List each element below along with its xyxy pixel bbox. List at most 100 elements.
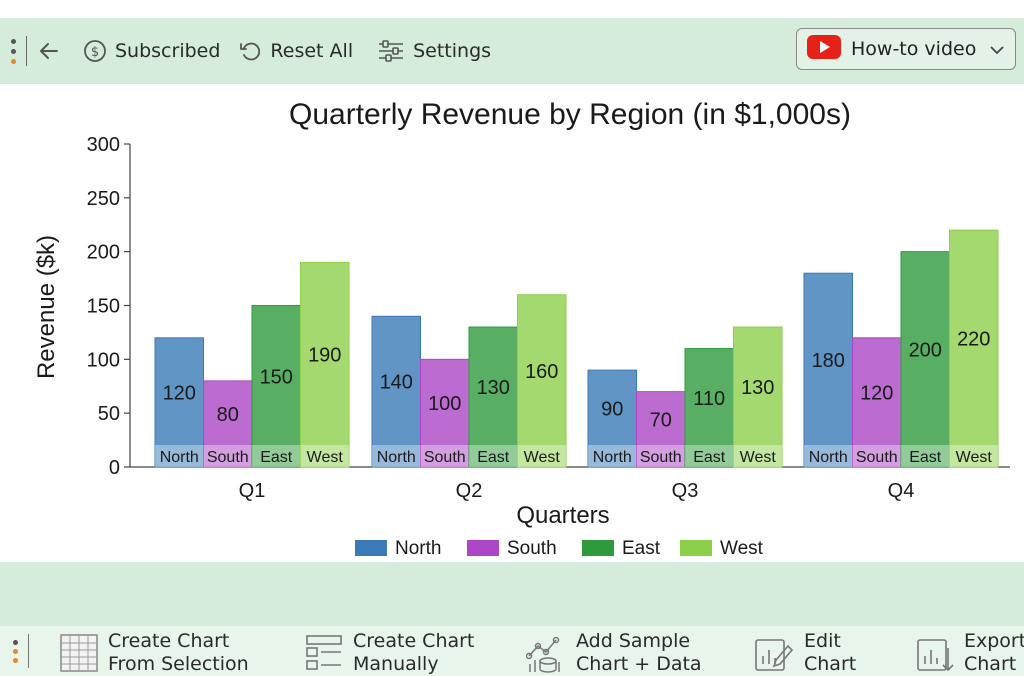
data-label: 200 <box>909 339 942 361</box>
table-grid-icon <box>60 630 98 676</box>
legend-swatch-north <box>355 540 387 556</box>
data-label: 130 <box>741 377 774 399</box>
create-chart-manually-line1: Create Chart <box>353 630 475 652</box>
chevron-down-icon <box>989 41 1005 63</box>
bar-name-strip <box>517 445 566 467</box>
bar-series-label: South <box>424 449 466 466</box>
create-chart-manually-button[interactable]: Create Chart Manually <box>305 630 474 676</box>
bar-name-strip <box>852 445 901 467</box>
data-label: 150 <box>260 366 293 388</box>
top-toolbar: $ Subscribed Reset All Settings How-to v… <box>0 18 1024 84</box>
drag-handle[interactable] <box>10 38 16 64</box>
data-label: 80 <box>217 404 239 426</box>
bar-name-strip <box>420 445 469 467</box>
add-sample-chart-data-button[interactable]: Add Sample Chart + Data <box>525 630 702 676</box>
bar-name-strip <box>300 445 349 467</box>
bar-series-label: North <box>593 449 632 466</box>
export-chart-line1: Export <box>964 630 1024 652</box>
bar-name-strip <box>733 445 782 467</box>
y-tick-label: 150 <box>87 296 120 318</box>
bar-west-q2 <box>517 294 567 468</box>
export-chart-line2: Chart <box>964 653 1017 675</box>
bar-north-q2 <box>371 315 421 468</box>
data-label: 100 <box>428 393 461 415</box>
data-label: 220 <box>957 329 990 351</box>
revenue-chart: Quarterly Revenue by Region (in $1,000s)… <box>33 98 1010 559</box>
bar-north-q3 <box>587 369 637 468</box>
back-button[interactable] <box>37 39 61 63</box>
create-chart-from-selection-button[interactable]: Create Chart From Selection <box>60 630 249 676</box>
y-tick-label: 300 <box>87 134 120 156</box>
x-tick-label: Q4 <box>888 480 915 502</box>
data-label: 190 <box>308 345 341 367</box>
bar-series-label: West <box>307 449 344 466</box>
bar-series-label: East <box>477 449 510 466</box>
bar-south-q1 <box>203 380 253 468</box>
toolbar-divider <box>26 36 27 66</box>
add-sample-line2: Chart + Data <box>576 653 702 675</box>
form-list-icon <box>305 630 343 676</box>
bar-series-label: South <box>640 449 682 466</box>
bar-series-label: North <box>160 449 199 466</box>
edit-chart-icon <box>754 630 794 676</box>
sliders-icon <box>377 39 405 63</box>
bar-west-q1 <box>300 261 350 468</box>
x-tick-label: Q1 <box>239 480 266 502</box>
bar-south-q3 <box>636 391 686 468</box>
y-tick-label: 100 <box>87 349 120 371</box>
bar-name-strip <box>203 445 252 467</box>
data-label: 180 <box>812 350 845 372</box>
export-chart-button[interactable]: Export Chart <box>916 630 1024 676</box>
y-tick-label: 0 <box>109 457 120 479</box>
bottom-toolbar: Create Chart From Selection Create Chart… <box>0 626 1024 676</box>
bar-west-q3 <box>733 326 783 468</box>
bar-east-q3 <box>684 348 734 468</box>
youtube-icon <box>807 34 841 64</box>
video-select-value: How-to video <box>851 38 977 60</box>
bar-series-label: West <box>956 449 993 466</box>
y-tick-label: 200 <box>87 242 120 264</box>
bar-north-q4 <box>803 272 853 468</box>
bottom-divider <box>28 634 29 668</box>
top-strip <box>0 0 1024 18</box>
reset-all-label: Reset All <box>270 40 354 62</box>
create-chart-from-selection-line2: From Selection <box>108 653 249 675</box>
undo-icon <box>238 39 262 63</box>
bar-name-strip <box>685 445 734 467</box>
arrow-left-icon <box>37 39 61 63</box>
x-tick-label: Q2 <box>456 480 483 502</box>
legend-swatch-south <box>467 540 499 556</box>
bar-name-strip <box>372 445 421 467</box>
legend-swatch-west <box>680 540 712 556</box>
bar-name-strip <box>588 445 637 467</box>
subscribed-button[interactable]: $ Subscribed <box>83 39 220 63</box>
legend-label-west: West <box>720 538 764 559</box>
bar-name-strip <box>155 445 204 467</box>
chart-area: Quarterly Revenue by Region (in $1,000s)… <box>0 84 1024 562</box>
data-label: 120 <box>163 382 196 404</box>
add-sample-line1: Add Sample <box>576 630 691 652</box>
reset-all-button[interactable]: Reset All <box>238 39 353 63</box>
edit-chart-button[interactable]: Edit Chart <box>754 630 856 676</box>
bar-east-q2 <box>468 326 518 468</box>
edit-chart-line2: Chart <box>804 653 857 675</box>
data-label: 70 <box>650 409 672 431</box>
data-label: 120 <box>860 382 893 404</box>
how-to-video-dropdown[interactable]: How-to video <box>796 28 1016 70</box>
y-axis-label: Revenue ($k) <box>33 235 60 379</box>
data-label: 140 <box>380 372 413 394</box>
settings-button[interactable]: Settings <box>377 39 491 63</box>
bar-east-q1 <box>251 305 301 468</box>
legend-label-south: South <box>507 538 557 559</box>
bar-name-strip <box>901 445 950 467</box>
bar-series-label: East <box>909 449 942 466</box>
bottom-drag-handle[interactable] <box>12 639 18 663</box>
y-tick-label: 250 <box>87 188 120 210</box>
legend-label-east: East <box>622 538 661 559</box>
bar-series-label: North <box>809 449 848 466</box>
svg-text:$: $ <box>91 45 99 60</box>
bar-name-strip <box>469 445 518 467</box>
subscribed-label: Subscribed <box>115 40 221 62</box>
chart-title: Quarterly Revenue by Region (in $1,000s) <box>289 98 851 131</box>
bar-series-label: West <box>740 449 777 466</box>
